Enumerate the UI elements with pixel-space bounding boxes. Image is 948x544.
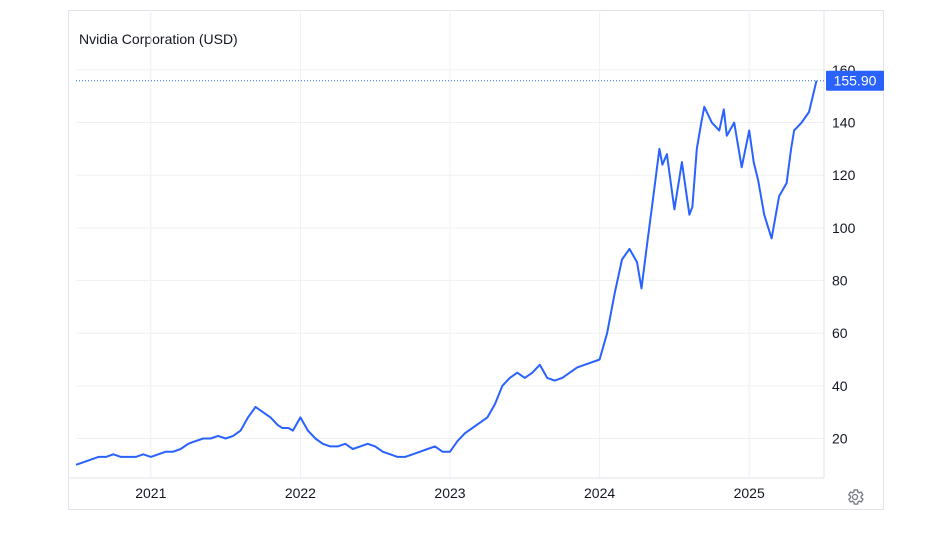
last-value-badge [826, 70, 884, 91]
x-tick-label: 2021 [135, 485, 166, 501]
y-tick-label: 140 [832, 115, 856, 131]
y-tick-label: 20 [832, 431, 848, 447]
series-layer [75, 80, 818, 466]
y-tick-label: 120 [832, 167, 856, 183]
gear-icon[interactable] [845, 487, 865, 507]
x-tick-label: 2023 [434, 485, 465, 501]
x-tick-label: 2024 [584, 485, 615, 501]
chart-title: Nvidia Corporation (USD) [79, 31, 238, 47]
grid-layer [68, 10, 825, 479]
x-tick-label: 2025 [734, 485, 765, 501]
price-line [75, 80, 818, 466]
x-tick-label: 2022 [285, 485, 316, 501]
last-value-marker: 155.90 [76, 70, 884, 91]
y-tick-label: 80 [832, 273, 848, 289]
y-tick-label: 60 [832, 325, 848, 341]
x-axis: 2021 2022 2023 2024 2025 [135, 485, 765, 501]
y-tick-label: 100 [832, 220, 856, 236]
last-value-label: 155.90 [834, 73, 877, 89]
y-tick-label: 40 [832, 378, 848, 394]
